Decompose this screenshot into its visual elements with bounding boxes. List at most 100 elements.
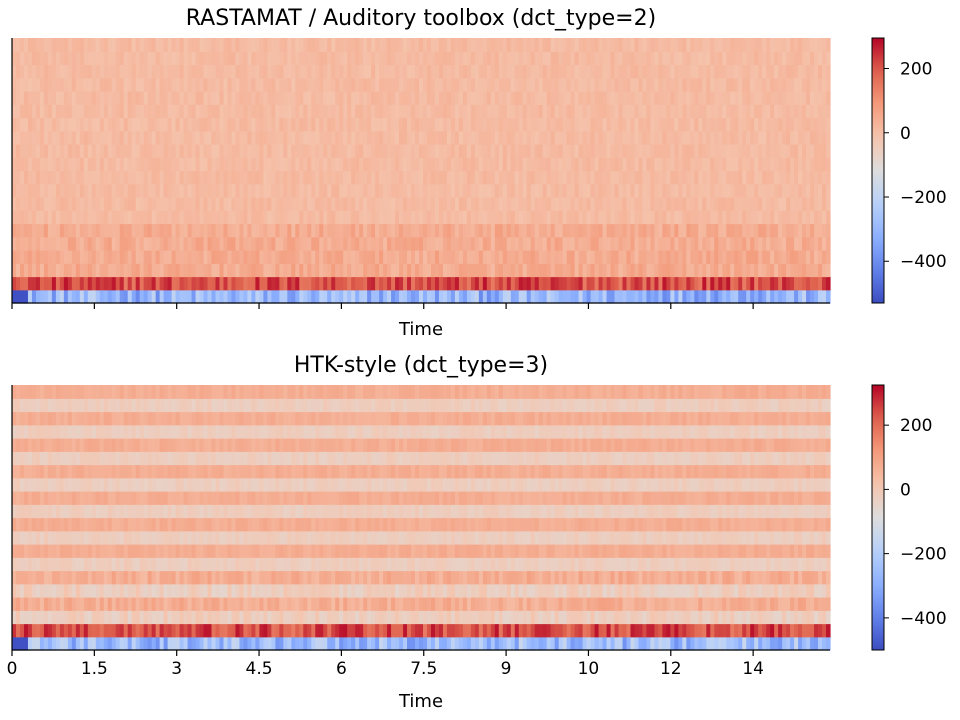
heatmap-cell <box>550 623 556 638</box>
heatmap-cell <box>722 157 727 172</box>
heatmap-cell <box>295 170 300 185</box>
heatmap-cell <box>738 157 743 172</box>
heatmap-cell <box>446 263 452 278</box>
heatmap-cell <box>363 170 368 185</box>
heatmap-cell <box>191 64 197 79</box>
heatmap-cell <box>510 197 516 211</box>
heatmap-cell <box>498 210 504 225</box>
heatmap-cell <box>526 117 532 132</box>
heatmap-cell <box>215 250 221 264</box>
heatmap-cell <box>203 91 209 105</box>
heatmap-cell <box>494 236 500 251</box>
heatmap-cell <box>650 51 656 66</box>
heatmap-cell <box>267 210 272 225</box>
heatmap-cell <box>734 38 739 52</box>
heatmap-cell <box>602 276 608 291</box>
heatmap-cell <box>622 623 628 638</box>
heatmap-cell <box>482 210 488 225</box>
heatmap-cell <box>207 236 213 251</box>
heatmap-cell <box>602 183 608 198</box>
heatmap-cell <box>706 236 711 251</box>
heatmap-cell <box>818 250 823 264</box>
heatmap-cell <box>75 170 81 185</box>
heatmap-cell <box>502 636 508 651</box>
heatmap-cell <box>626 236 632 251</box>
heatmap-cell <box>167 276 173 291</box>
heatmap-cell <box>395 183 400 198</box>
heatmap-cell <box>738 64 743 79</box>
heatmap-cell <box>482 289 488 304</box>
heatmap-cell <box>530 289 536 304</box>
heatmap-cell <box>750 597 755 611</box>
heatmap-cell <box>31 38 37 52</box>
heatmap-cell <box>478 210 484 225</box>
heatmap-cell <box>247 157 253 172</box>
heatmap-cell <box>754 197 759 211</box>
heatmap-cell <box>295 77 300 92</box>
heatmap-cell <box>283 51 288 66</box>
heatmap-cell <box>235 157 241 172</box>
heatmap-cell <box>446 38 452 52</box>
heatmap-cell <box>714 610 719 625</box>
heatmap-cell <box>614 77 620 92</box>
heatmap-cell <box>610 197 616 211</box>
heatmap-cell <box>223 236 229 251</box>
heatmap-cell <box>782 623 787 638</box>
heatmap-cell <box>107 64 113 79</box>
heatmap-cell <box>103 276 109 291</box>
heatmap-cell <box>259 236 264 251</box>
heatmap-cell <box>227 197 233 211</box>
heatmap-cell <box>686 597 691 611</box>
heatmap-cell <box>454 263 460 278</box>
heatmap-cell <box>686 170 691 185</box>
heatmap-cell <box>167 636 173 651</box>
heatmap-cell <box>327 623 332 638</box>
heatmap-cell <box>466 77 472 92</box>
heatmap-cell <box>742 51 747 66</box>
heatmap-cell <box>311 144 316 158</box>
heatmap-cell <box>438 236 444 251</box>
heatmap-cell <box>630 91 636 105</box>
heatmap-cell <box>403 289 408 304</box>
heatmap-cell <box>327 170 332 185</box>
heatmap-cell <box>778 117 783 132</box>
heatmap-cell <box>602 597 608 611</box>
heatmap-cell <box>19 157 25 172</box>
heatmap-cell <box>87 104 93 119</box>
heatmap-cell <box>534 210 540 225</box>
heatmap-cell <box>319 250 324 264</box>
heatmap-cell <box>351 144 356 158</box>
heatmap-cell <box>115 117 121 132</box>
heatmap-cell <box>482 223 488 238</box>
heatmap-cell <box>494 51 500 66</box>
heatmap-cell <box>606 263 612 278</box>
heatmap-cell <box>343 250 348 264</box>
heatmap-cell <box>438 38 444 52</box>
heatmap-cell <box>666 38 671 52</box>
heatmap-cell <box>63 583 69 598</box>
heatmap-cell <box>123 144 129 158</box>
heatmap-cell <box>335 117 340 132</box>
heatmap-cell <box>139 236 145 251</box>
heatmap-cell <box>654 170 660 185</box>
heatmap-cell <box>494 104 500 119</box>
heatmap-cell <box>219 38 225 52</box>
heatmap-cell <box>482 183 488 198</box>
heatmap-cell <box>263 223 268 238</box>
heatmap-cell <box>71 104 77 119</box>
heatmap-cell <box>19 236 25 251</box>
heatmap-cell <box>506 144 512 158</box>
heatmap-cell <box>798 117 803 132</box>
heatmap-cell <box>247 636 253 651</box>
heatmap-cell <box>271 210 276 225</box>
heatmap-cell <box>598 130 604 145</box>
heatmap-cell <box>810 263 815 278</box>
heatmap-cell <box>51 289 57 304</box>
heatmap-cell <box>223 210 229 225</box>
heatmap-cell <box>618 236 624 251</box>
heatmap-cell <box>578 77 584 92</box>
heatmap-cell <box>706 51 711 66</box>
heatmap-cell <box>554 157 560 172</box>
heatmap-cell <box>199 38 205 52</box>
heatmap-cell <box>75 263 81 278</box>
